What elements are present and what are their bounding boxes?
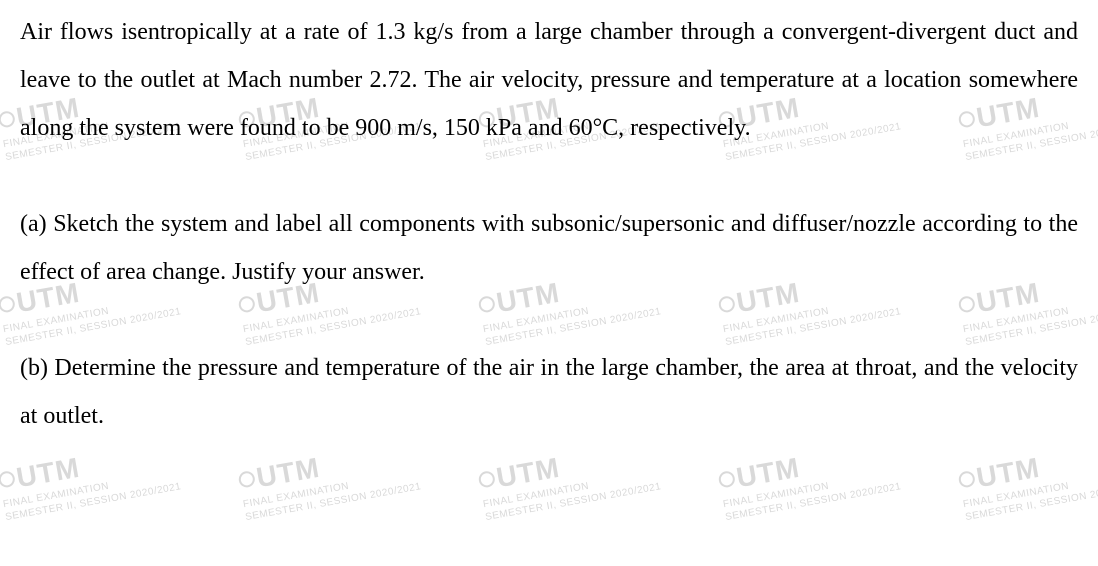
watermark-line1: FINAL EXAMINATION — [482, 468, 660, 510]
watermark-line1: FINAL EXAMINATION — [242, 468, 420, 510]
watermark-stamp: UTMFINAL EXAMINATIONSEMESTER II, SESSION… — [236, 435, 422, 523]
watermark-circle-icon — [717, 470, 736, 489]
watermark-circle-icon — [0, 110, 16, 129]
question-intro: Air flows isentropically at a rate of 1.… — [20, 8, 1078, 152]
question-part-a: (a) Sketch the system and label all comp… — [20, 200, 1078, 296]
watermark-logo: UTM — [716, 435, 897, 497]
watermark-circle-icon — [237, 470, 256, 489]
watermark-logo: UTM — [236, 435, 417, 497]
watermark-line1: FINAL EXAMINATION — [2, 468, 180, 510]
watermark-stamp: UTMFINAL EXAMINATIONSEMESTER II, SESSION… — [716, 435, 902, 523]
watermark-stamp: UTMFINAL EXAMINATIONSEMESTER II, SESSION… — [0, 435, 182, 523]
question-part-b: (b) Determine the pressure and temperatu… — [20, 344, 1078, 440]
watermark-circle-icon — [0, 470, 16, 489]
watermark-stamp: UTMFINAL EXAMINATIONSEMESTER II, SESSION… — [956, 435, 1098, 523]
watermark-line2: SEMESTER II, SESSION 2020/2021 — [964, 481, 1098, 523]
watermark-line2: SEMESTER II, SESSION 2020/2021 — [4, 481, 182, 523]
watermark-line2: SEMESTER II, SESSION 2020/2021 — [244, 481, 422, 523]
watermark-logo: UTM — [0, 435, 178, 497]
watermark-circle-icon — [0, 295, 16, 314]
watermark-circle-icon — [477, 470, 496, 489]
watermark-line2: SEMESTER II, SESSION 2020/2021 — [484, 481, 662, 523]
watermark-line1: FINAL EXAMINATION — [722, 468, 900, 510]
watermark-logo: UTM — [476, 435, 657, 497]
watermark-line2: SEMESTER II, SESSION 2020/2021 — [724, 481, 902, 523]
watermark-stamp: UTMFINAL EXAMINATIONSEMESTER II, SESSION… — [476, 435, 662, 523]
question-content: Air flows isentropically at a rate of 1.… — [20, 8, 1078, 440]
watermark-logo: UTM — [956, 435, 1098, 497]
watermark-circle-icon — [957, 470, 976, 489]
watermark-line1: FINAL EXAMINATION — [962, 468, 1098, 510]
